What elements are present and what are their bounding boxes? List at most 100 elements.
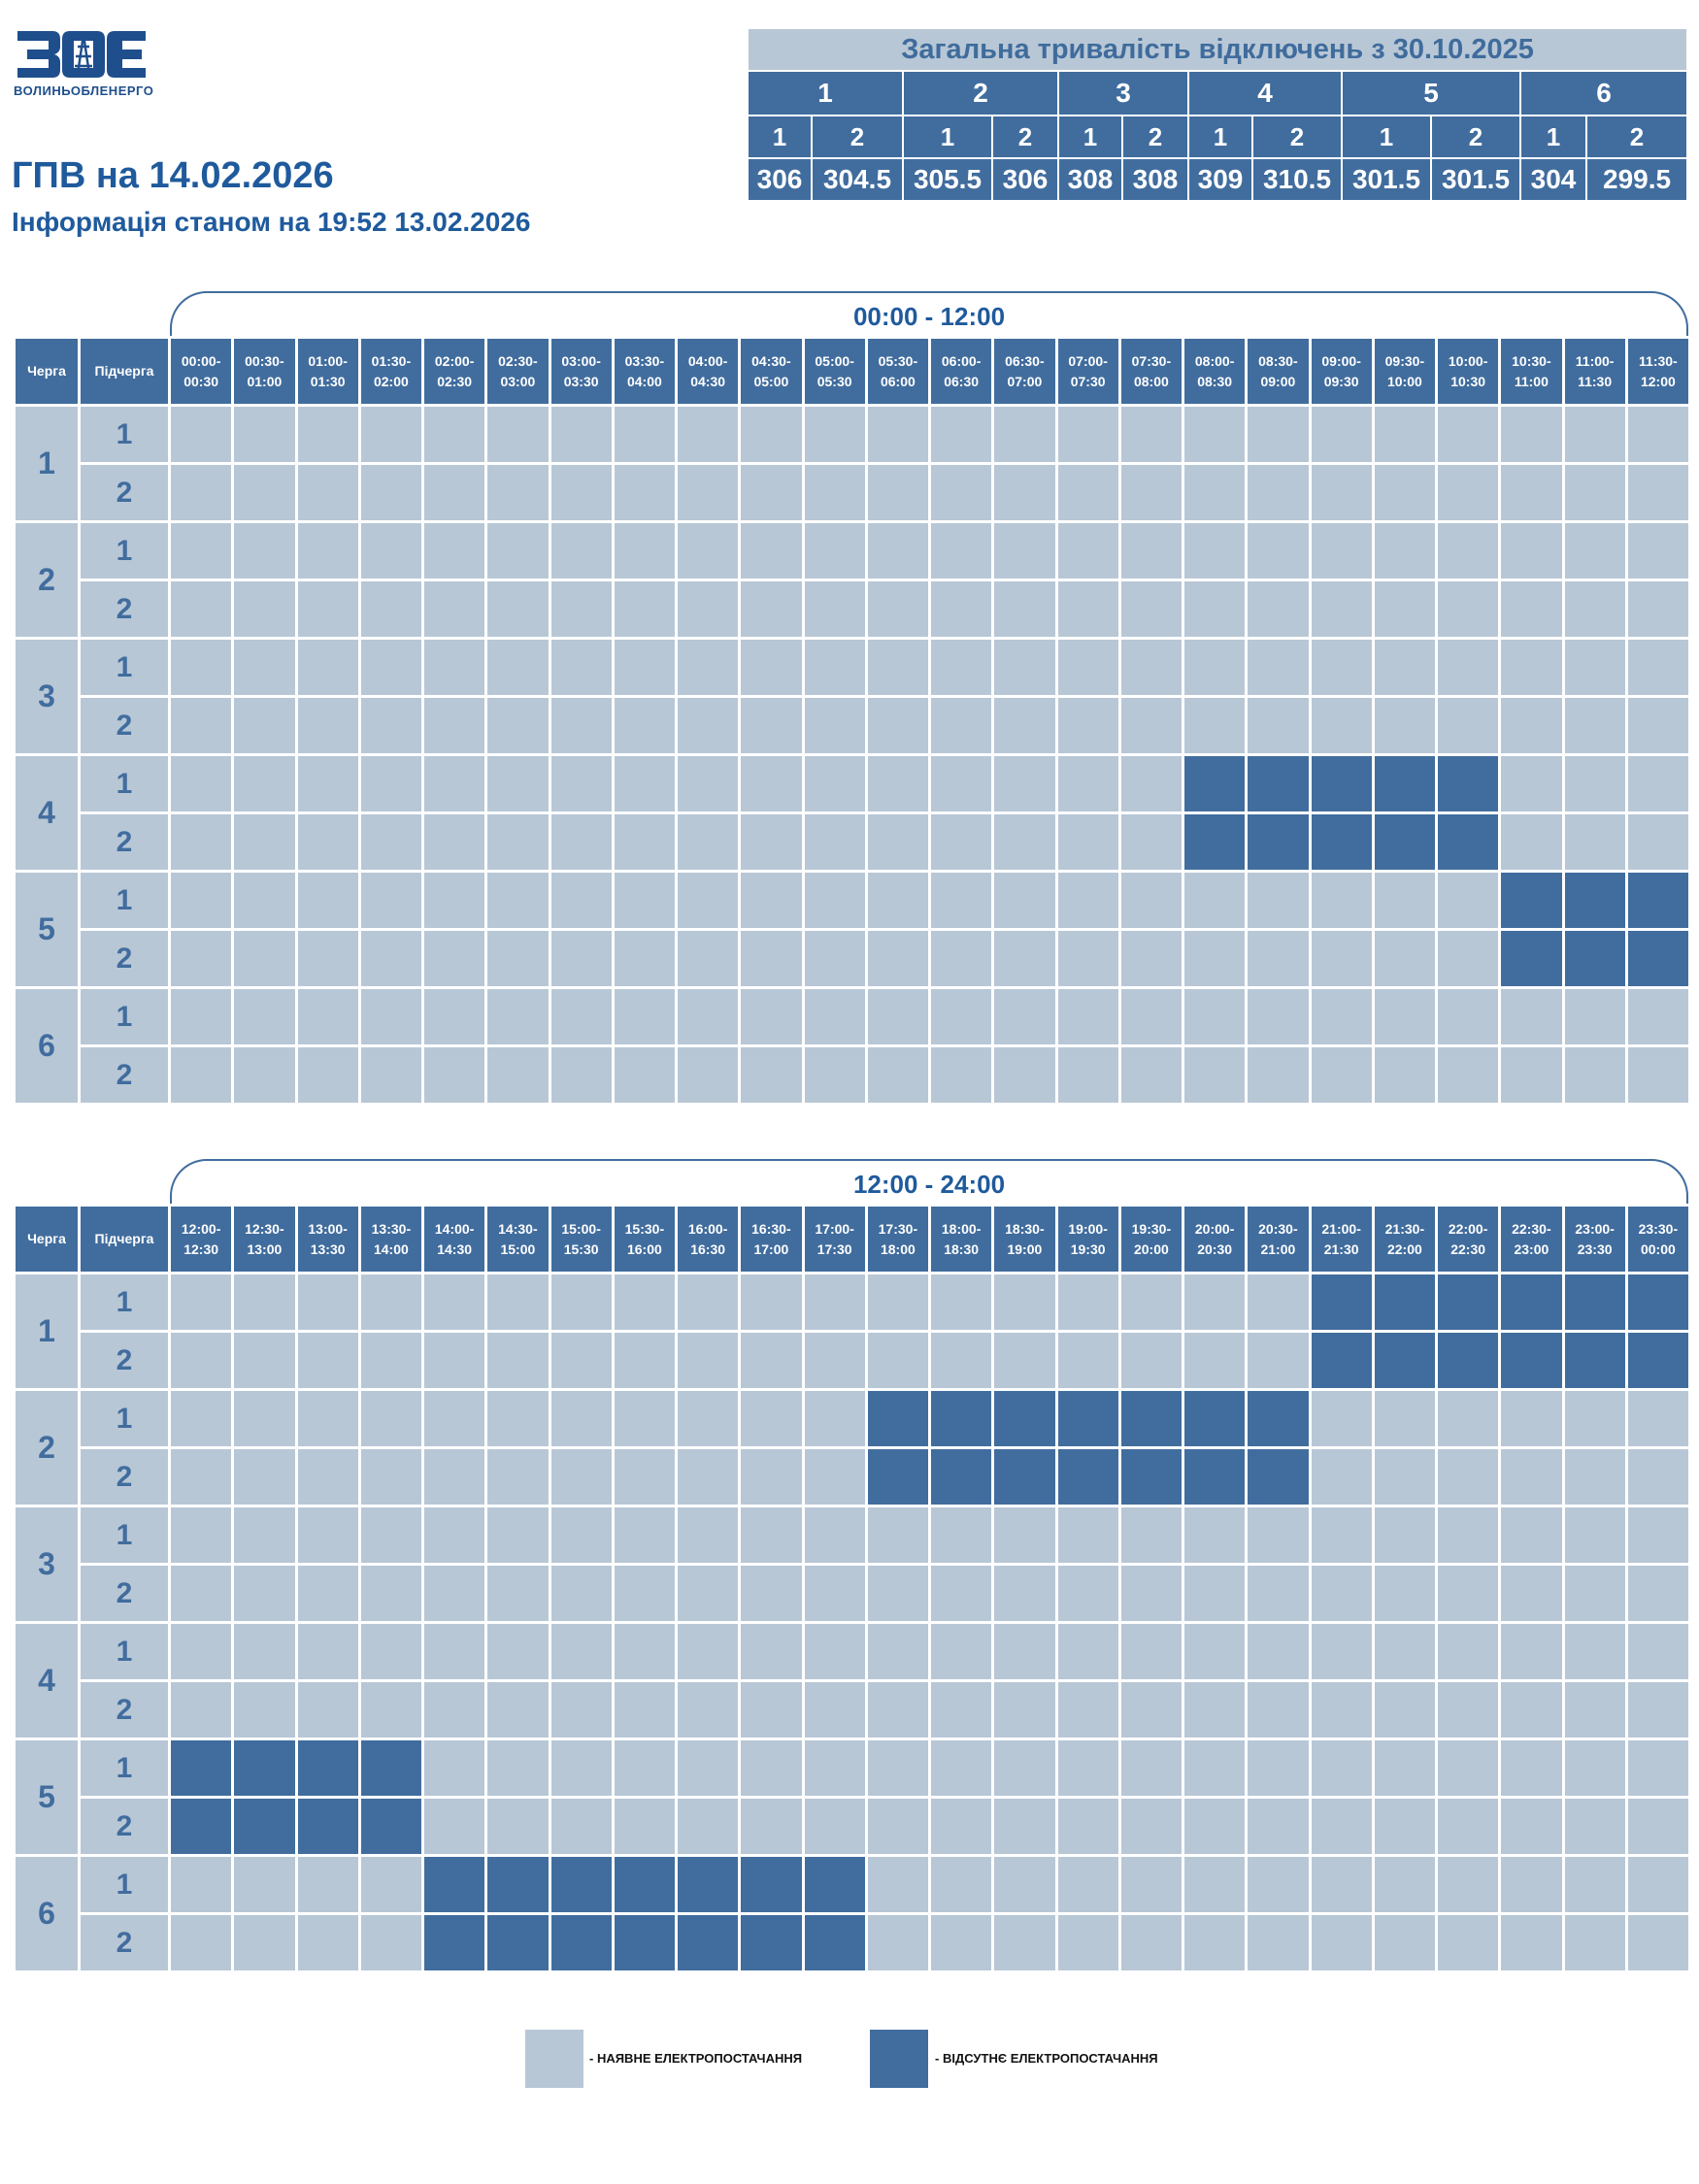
slot-cell-power-on	[864, 1737, 932, 1799]
slot-cell-power-on	[1624, 1854, 1692, 1915]
subqueue-label: 2	[78, 579, 171, 640]
slot-cell-power-on	[991, 1563, 1058, 1624]
slot-cell-power-on	[1498, 1044, 1565, 1106]
slot-cell-power-on	[294, 462, 361, 523]
summary-subqueue-header: 2	[1121, 115, 1189, 159]
slot-cell-power-on	[991, 1621, 1058, 1682]
slot-cell-power-on	[231, 1446, 298, 1507]
slot-cell-power-on	[674, 1737, 742, 1799]
slot-cell-power-on	[801, 520, 868, 581]
slot-cell-power-on	[294, 579, 361, 640]
summary-duration-value: 306	[991, 157, 1059, 202]
time-slot-end: 13:00	[247, 1241, 283, 1257]
time-slot-end: 21:30	[1323, 1241, 1359, 1257]
slot-cell-power-on	[1561, 1563, 1628, 1624]
slot-cell-power-on	[674, 1272, 742, 1333]
subqueue-label: 1	[78, 986, 171, 1047]
slot-cell-power-on	[294, 1621, 361, 1682]
queue-label: 4	[13, 1621, 81, 1740]
time-slot-end: 12:00	[1640, 373, 1676, 389]
slot-cell-power-on	[674, 1796, 742, 1857]
slot-cell-power-on	[231, 520, 298, 581]
time-slot-header: 19:30- 20:00	[1117, 1204, 1185, 1274]
slot-cell-power-on	[801, 1679, 868, 1740]
time-slot-end: 08:30	[1197, 373, 1233, 389]
slot-cell-power-on	[1245, 870, 1312, 931]
slot-cell-power-off	[357, 1796, 425, 1857]
slot-cell-power-on	[927, 1044, 995, 1106]
slot-cell-power-on	[738, 1272, 805, 1333]
slot-cell-power-on	[674, 1446, 742, 1507]
slot-cell-power-off	[1434, 811, 1502, 873]
slot-cell-power-on	[484, 753, 551, 814]
slot-cell-power-on	[1308, 404, 1375, 465]
slot-cell-power-on	[1117, 1854, 1185, 1915]
time-slot-start: 21:00-	[1321, 1220, 1361, 1237]
slot-cell-power-on	[611, 462, 679, 523]
slot-cell-power-on	[1498, 695, 1565, 756]
slot-cell-power-on	[927, 928, 995, 989]
schedule-row: 2	[15, 811, 1692, 873]
slot-cell-power-on	[294, 404, 361, 465]
slot-cell-power-on	[1181, 1796, 1249, 1857]
subqueue-label: 1	[78, 1272, 171, 1333]
slot-cell-power-on	[1054, 637, 1121, 698]
slot-cell-power-on	[1245, 1796, 1312, 1857]
slot-cell-power-on	[1117, 1737, 1185, 1799]
slot-cell-power-on	[484, 1679, 551, 1740]
slot-cell-power-on	[294, 1563, 361, 1624]
slot-cell-power-on	[420, 870, 488, 931]
slot-cell-power-off	[1624, 1272, 1692, 1333]
slot-cell-power-on	[357, 579, 425, 640]
slot-cell-power-on	[420, 986, 488, 1047]
time-slot-end: 15:00	[500, 1241, 536, 1257]
time-slot-start: 11:30-	[1639, 352, 1678, 369]
slot-cell-power-on	[548, 986, 615, 1047]
slot-cell-power-on	[1117, 1044, 1185, 1106]
legend: - НАЯВНЕ ЕЛЕКТРОПОСТАЧАННЯ - ВІДСУТНЄ ЕЛ…	[0, 2030, 1699, 2088]
slot-cell-power-on	[231, 1272, 298, 1333]
slot-cell-power-on	[548, 1446, 615, 1507]
slot-cell-power-on	[484, 1272, 551, 1333]
slot-cell-power-on	[1308, 520, 1375, 581]
time-slot-end: 21:00	[1260, 1241, 1296, 1257]
time-slot-start: 09:00-	[1321, 352, 1361, 369]
slot-cell-power-on	[231, 1854, 298, 1915]
time-slot-start: 18:30-	[1005, 1220, 1045, 1237]
slot-cell-power-on	[1308, 1679, 1375, 1740]
slot-cell-power-on	[1245, 637, 1312, 698]
time-slot-header: 13:30- 14:00	[357, 1204, 425, 1274]
slot-cell-power-on	[1181, 1621, 1249, 1682]
slot-cell-power-on	[1371, 695, 1439, 756]
slot-cell-power-on	[611, 1446, 679, 1507]
time-slot-header: 03:30- 04:00	[611, 336, 679, 407]
slot-cell-power-on	[294, 1044, 361, 1106]
slot-cell-power-on	[231, 753, 298, 814]
subqueue-label: 1	[78, 404, 171, 465]
slot-cell-power-off	[1434, 1272, 1502, 1333]
slot-cell-power-off	[1181, 1446, 1249, 1507]
slot-cell-power-on	[231, 462, 298, 523]
time-slot-header: 01:30- 02:00	[357, 336, 425, 407]
slot-cell-power-on	[1245, 462, 1312, 523]
slot-cell-power-on	[674, 1621, 742, 1682]
time-slot-end: 10:00	[1386, 373, 1422, 389]
slot-cell-power-on	[1624, 695, 1692, 756]
time-slot-end: 01:00	[247, 373, 283, 389]
slot-cell-power-on	[738, 1446, 805, 1507]
slot-cell-power-on	[1498, 520, 1565, 581]
subqueue-label: 2	[78, 1044, 171, 1106]
slot-cell-power-on	[1371, 1854, 1439, 1915]
slot-cell-power-on	[167, 1330, 235, 1391]
slot-cell-power-on	[674, 1505, 742, 1566]
slot-cell-power-off	[1498, 870, 1565, 931]
slot-cell-power-on	[864, 462, 932, 523]
summary-queue-header: 1	[747, 70, 904, 116]
schedule-row: 2	[15, 1446, 1692, 1507]
slot-cell-power-on	[294, 811, 361, 873]
schedule-row: 2	[15, 1044, 1692, 1106]
slot-cell-power-on	[484, 579, 551, 640]
slot-cell-power-on	[1308, 1388, 1375, 1449]
